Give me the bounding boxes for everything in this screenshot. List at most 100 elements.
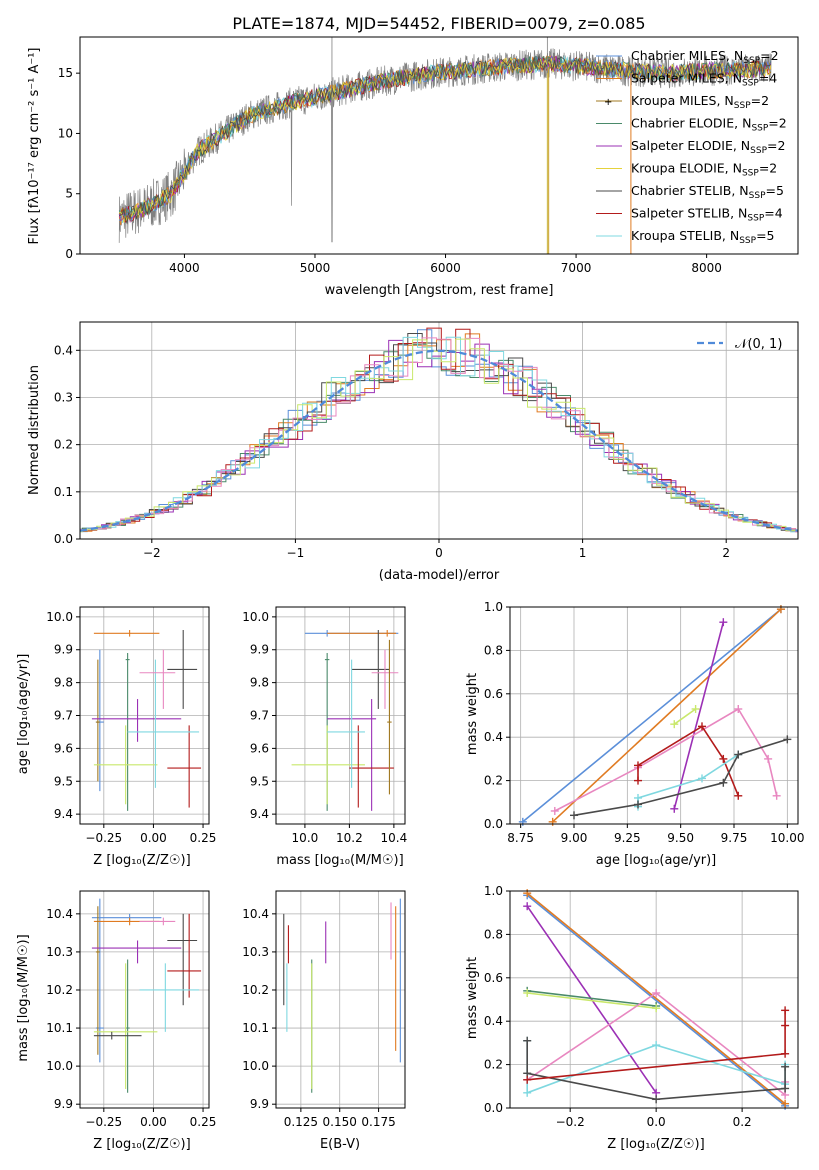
histogram-series <box>80 336 798 533</box>
y-tick-label: 9.5 <box>250 774 269 788</box>
x-tick-label: −1 <box>287 546 305 560</box>
x-tick-label: 0.175 <box>361 1115 395 1129</box>
histogram-legend: 𝒩(0, 1) <box>697 337 782 352</box>
legend-label: Salpeter MILES, NSSP=4 <box>631 71 777 89</box>
legend-marker: + <box>604 97 612 108</box>
age-vs-mass-panel: 10.0 10.2 10.4 9.4 9.5 9.6 9.7 9.8 9.9 10.0 mass … <box>242 606 408 868</box>
weight-line <box>673 708 697 725</box>
spectrum-title: PLATE=1874, MJD=54452, FIBERID=0079, z=0… <box>232 14 645 33</box>
y-tick-label: 10.2 <box>46 983 73 997</box>
y-tick-label: 9.5 <box>54 774 73 788</box>
y-tick-label: 0.2 <box>484 774 503 788</box>
y-tick-label: 9.9 <box>54 643 73 657</box>
y-tick-label: 9.7 <box>250 709 269 723</box>
x-tick-label: 10.4 <box>381 831 408 845</box>
weight-line <box>527 1010 786 1081</box>
y-tick-label: 9.4 <box>54 807 73 821</box>
mass-weight-vs-age-panel: 8.75 9.00 9.25 9.50 9.75 10.00 0.0 0.2 0.4 0.6 0.8… <box>465 600 805 868</box>
x-tick-label: 6000 <box>430 261 461 275</box>
y-tick-label: 9.9 <box>250 1097 269 1111</box>
x-tick-label: 0.0 <box>647 1115 666 1129</box>
y-tick-label: 0.1 <box>54 485 73 499</box>
age-mass-xlabel: mass [log₁₀(M/M☉)] <box>276 853 403 868</box>
legend-label: Chabrier ELODIE, NSSP=2 <box>631 116 787 134</box>
age-vs-metallicity-panel: −0.25 0.00 0.25 9.4 9.5 9.6 9.7 9.8 9.9 10.0 Z [l… <box>16 606 217 868</box>
x-tick-label: −0.2 <box>556 1115 585 1129</box>
weight-line <box>526 905 657 1094</box>
legend-label: Chabrier MILES, NSSP=2 <box>631 48 779 66</box>
axes-frame <box>509 606 799 825</box>
weight-line <box>527 992 657 1009</box>
gaussian-curve <box>79 349 799 532</box>
x-tick-label: 10.0 <box>292 831 319 845</box>
x-tick-label: 0.00 <box>140 831 167 845</box>
mass-weight-metallicity-xlabel: Z [log₁₀(Z/Z☉)] <box>607 1137 704 1152</box>
x-tick-label: 0.00 <box>140 1115 167 1129</box>
axes-frame <box>275 606 406 825</box>
spectrum-legend: Chabrier MILES, NSSP=2 Salpeter MILES, NS… <box>596 48 787 246</box>
spectrum-xlabel: wavelength [Angstrom, rest frame] <box>325 283 554 298</box>
mass-weight-age-xlabel: age [log₁₀(age/yr)] <box>596 853 717 868</box>
y-tick-label: 10.1 <box>46 1021 73 1035</box>
spectrum-lines <box>118 37 772 254</box>
weight-line <box>522 608 782 823</box>
age-metallicity-xlabel: Z [log₁₀(Z/Z☉)] <box>93 853 190 868</box>
x-tick-label: 0.125 <box>284 1115 318 1129</box>
y-tick-label: 10.3 <box>46 945 73 959</box>
mass-weight-metallicity-ylabel: mass weight <box>465 957 480 1039</box>
y-tick-label: 0.6 <box>484 971 503 985</box>
y-tick-label: 9.7 <box>54 709 73 723</box>
y-tick-label: 0.0 <box>484 817 503 831</box>
y-tick-label: 0.8 <box>484 643 503 657</box>
legend-label: Salpeter STELIB, NSSP=4 <box>631 206 783 224</box>
x-tick-label: 9.50 <box>667 831 694 845</box>
x-tick-label: 10.2 <box>336 831 363 845</box>
y-tick-label: 10.4 <box>242 907 269 921</box>
y-tick-label: 0 <box>65 247 73 261</box>
x-tick-label: −0.25 <box>85 1115 122 1129</box>
x-tick-label: 7000 <box>561 261 592 275</box>
mass-weight-vs-metallicity-panel: −0.2 0.0 0.2 0.0 0.2 0.4 0.6 0.8 1.0 Z [log₁₀(Z/… <box>465 884 799 1152</box>
y-tick-label: 5 <box>65 187 73 201</box>
y-tick-label: 9.9 <box>54 1097 73 1111</box>
x-tick-label: 4000 <box>169 261 200 275</box>
x-tick-label: 0.25 <box>190 831 217 845</box>
x-tick-label: 10.00 <box>770 831 804 845</box>
y-tick-label: 10.0 <box>242 1059 269 1073</box>
y-tick-label: 0.6 <box>484 687 503 701</box>
weight-line <box>552 608 782 823</box>
x-tick-label: 5000 <box>300 261 331 275</box>
y-tick-label: 0.4 <box>484 730 503 744</box>
axes-frame <box>275 890 406 1109</box>
y-tick-label: 9.8 <box>250 676 269 690</box>
legend-label: Salpeter ELODIE, NSSP=2 <box>631 138 785 156</box>
mass-metallicity-xlabel: Z [log₁₀(Z/Z☉)] <box>93 1137 190 1152</box>
x-tick-label: −0.25 <box>85 831 122 845</box>
histogram-ylabel: Normed distribution <box>27 365 42 495</box>
model-spectrum <box>118 55 772 221</box>
axes-frame <box>79 606 210 825</box>
spectrum-ylabel: Flux [fλ10⁻¹⁷ erg cm⁻² s⁻¹ A⁻¹] <box>27 48 42 245</box>
y-tick-label: 9.8 <box>54 676 73 690</box>
y-tick-label: 0.0 <box>54 532 73 546</box>
y-tick-label: 0.2 <box>54 438 73 452</box>
mass-weight-age-ylabel: mass weight <box>465 673 480 755</box>
y-tick-label: 10.0 <box>46 1059 73 1073</box>
x-tick-label: 2 <box>722 546 730 560</box>
x-tick-label: 9.75 <box>721 831 748 845</box>
residual-histogram-panel: −2 −1 0 1 2 0.0 0.1 0.2 0.3 0.4 (data-model)/erro… <box>27 321 799 583</box>
y-tick-label: 0.0 <box>484 1101 503 1115</box>
legend-label: Kroupa ELODIE, NSSP=2 <box>631 161 777 179</box>
weight-line <box>527 990 657 1007</box>
mass-ylabel: mass [log₁₀(M/M☉)] <box>16 934 31 1061</box>
x-tick-label: 0 <box>435 546 443 560</box>
y-tick-label: 0.2 <box>484 1058 503 1072</box>
x-tick-label: 9.25 <box>614 831 641 845</box>
y-tick-label: 15 <box>58 66 73 80</box>
y-tick-label: 10.0 <box>242 610 269 624</box>
x-tick-label: 1 <box>579 546 587 560</box>
mass-vs-extinction-panel: 0.125 0.150 0.175 9.9 10.0 10.1 10.2 10.3 10.4 E… <box>242 890 406 1152</box>
x-tick-label: 0.2 <box>733 1115 752 1129</box>
y-tick-label: 10.3 <box>242 945 269 959</box>
